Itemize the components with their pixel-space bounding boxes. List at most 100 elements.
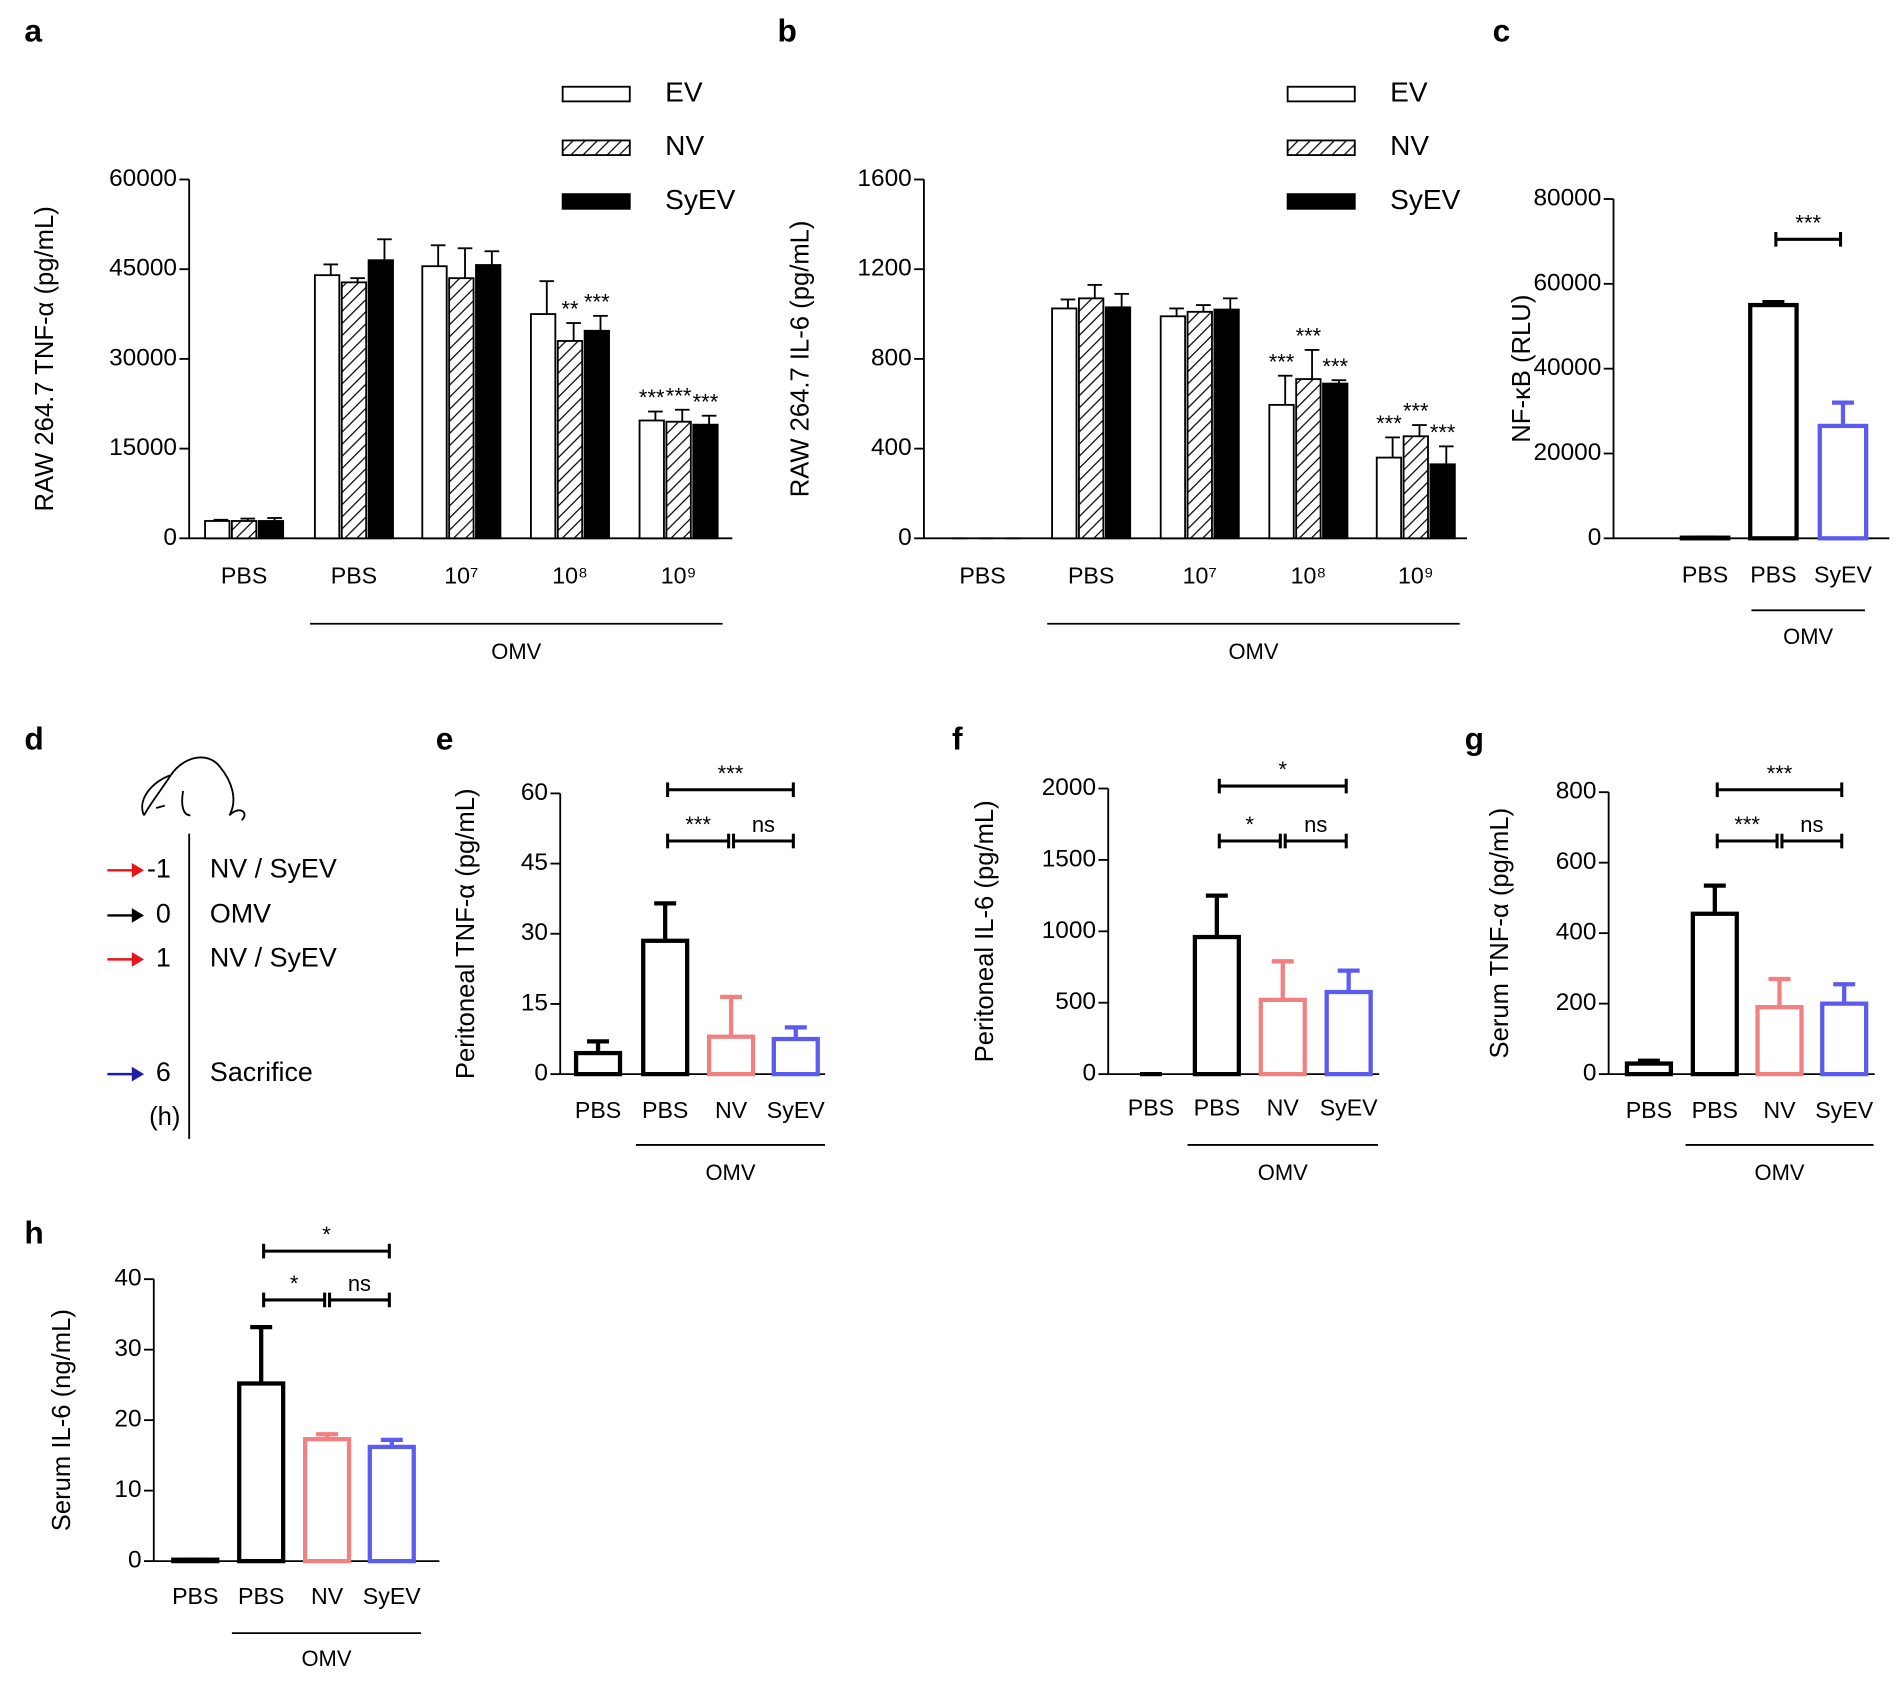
y-tick-label: 20000 [1533, 439, 1601, 466]
panel-letter: b [777, 12, 796, 48]
timeline-arrowhead [131, 862, 145, 878]
y-tick-label: 500 [1055, 988, 1096, 1015]
x-tick-label: PBS [959, 563, 1005, 589]
legend-swatch [1286, 139, 1356, 156]
y-tick-label: 45 [521, 849, 548, 876]
bracket-label: * [1246, 812, 1255, 837]
y-tick-label: 10 [114, 1476, 141, 1503]
y-tick-label: 1500 [1042, 845, 1096, 872]
x-tick-label: PBS [1068, 563, 1114, 589]
y-tick-label: 40000 [1533, 354, 1601, 381]
significance-label: ** [561, 297, 579, 322]
group-label: OMV [705, 1160, 755, 1185]
bar [1295, 378, 1322, 540]
x-tick-label: PBS [642, 1097, 688, 1123]
y-tick-label: 400 [1556, 919, 1597, 946]
x-tick-label: PBS [1750, 561, 1796, 587]
significance-label: *** [1430, 420, 1456, 445]
bar [367, 1444, 416, 1564]
y-tick-label: 1200 [857, 255, 911, 282]
timeline-arrowhead [131, 908, 145, 923]
bar [1322, 382, 1349, 540]
y-tick-label: 0 [898, 524, 912, 551]
bar [530, 313, 557, 540]
bracket-label: * [290, 1271, 299, 1296]
legend-swatch [1286, 193, 1356, 210]
bar [302, 1437, 352, 1564]
x-tick-label: SyEV [1320, 1095, 1378, 1121]
bar [1186, 310, 1213, 540]
x-tick-label: 10⁷ [444, 563, 478, 589]
bar [1213, 308, 1240, 540]
legend-label: NV [1390, 130, 1429, 161]
significance-label: *** [584, 289, 610, 314]
legend-swatch [1286, 85, 1356, 103]
y-tick-label: 0 [128, 1547, 142, 1574]
bar [230, 520, 258, 540]
bar [638, 419, 665, 540]
x-tick-label: PBS [221, 563, 267, 589]
bar [706, 1034, 756, 1077]
timeline-time: 1 [156, 942, 171, 972]
x-tick-label: PBS [238, 1583, 284, 1609]
y-axis-label: NF-κB (RLU) [1508, 295, 1536, 443]
bar [1104, 306, 1132, 540]
y-tick-label: 1000 [1042, 917, 1096, 944]
legend-swatch [561, 193, 631, 210]
timeline-event: NV / SyEV [210, 853, 337, 883]
timeline-time: 0 [156, 899, 171, 929]
y-tick-label: 20 [114, 1406, 141, 1433]
bracket-label: *** [685, 812, 711, 837]
bar [556, 340, 584, 540]
group-label: OMV [1783, 624, 1833, 649]
significance-label: *** [693, 389, 719, 414]
x-tick-label: NV [1267, 1095, 1300, 1121]
bar [367, 259, 394, 540]
bar [1690, 911, 1739, 1077]
panel-letter: h [24, 1215, 43, 1251]
y-axis-label: Peritoneal IL-6 (pg/mL) [971, 800, 999, 1062]
y-axis-label: RAW 264.7 IL-6 (pg/mL) [787, 221, 815, 498]
group-label: OMV [1258, 1160, 1308, 1185]
bar [1258, 997, 1307, 1077]
y-axis-label: Serum IL-6 (ng/mL) [48, 1309, 76, 1531]
x-tick-label: NV [1763, 1097, 1796, 1123]
x-tick-label: PBS [331, 563, 377, 589]
bar [1324, 989, 1373, 1077]
timeline-event: OMV [210, 899, 271, 929]
timeline-time: 6 [156, 1057, 171, 1087]
y-tick-label: 800 [1556, 778, 1597, 805]
bar [1192, 934, 1241, 1077]
group-label: OMV [301, 1646, 351, 1671]
y-axis-label: Peritoneal TNF-α (pg/mL) [452, 788, 480, 1079]
bar [1429, 463, 1456, 540]
y-tick-label: 800 [871, 344, 912, 371]
group-label: OMV [1228, 639, 1278, 664]
y-axis-label: Serum TNF-α (pg/mL) [1486, 808, 1514, 1059]
bracket-label: * [1278, 757, 1287, 782]
y-tick-label: 60000 [109, 165, 177, 192]
legend-label: SyEV [665, 184, 735, 215]
bar [448, 277, 475, 540]
bar [1820, 1001, 1869, 1077]
bracket-label: ns [752, 812, 775, 837]
bracket-label: *** [718, 761, 744, 786]
x-tick-label: PBS [1128, 1095, 1174, 1121]
bracket-label: * [322, 1222, 331, 1247]
bar [1624, 1061, 1674, 1077]
panel-letter: e [436, 720, 454, 756]
timeline-event: NV / SyEV [210, 942, 337, 972]
bar [1755, 1005, 1804, 1077]
bar [421, 265, 448, 540]
x-tick-label: PBS [1692, 1097, 1738, 1123]
x-tick-label: 10⁷ [1183, 563, 1217, 589]
y-tick-label: 30 [521, 919, 548, 946]
group-label: OMV [1755, 1160, 1805, 1185]
x-tick-label: NV [715, 1097, 748, 1123]
panel-letter: a [24, 12, 42, 48]
x-tick-label: SyEV [1815, 1097, 1873, 1123]
panel-letter: c [1493, 12, 1511, 48]
x-tick-label: PBS [1626, 1097, 1672, 1123]
bar [257, 520, 285, 540]
bar [692, 423, 719, 540]
